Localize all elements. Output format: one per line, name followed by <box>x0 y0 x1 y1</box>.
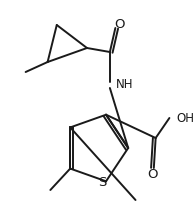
Text: S: S <box>98 176 107 189</box>
Text: O: O <box>114 19 124 32</box>
Text: NH: NH <box>116 78 134 91</box>
Text: O: O <box>148 167 158 181</box>
Text: OH: OH <box>177 111 195 124</box>
